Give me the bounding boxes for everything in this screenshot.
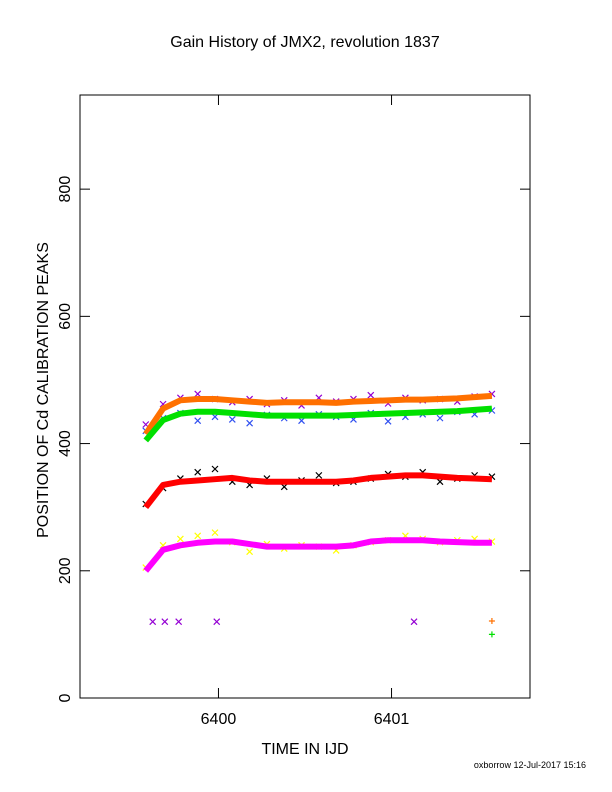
series-line: [143, 472, 493, 510]
point: [280, 483, 288, 491]
point: [367, 391, 375, 399]
y-tick-label: 200: [57, 557, 74, 584]
point: [175, 618, 183, 626]
point: [211, 529, 219, 537]
point: [315, 471, 323, 479]
x-axis-label: TIME IN IJD: [261, 741, 348, 758]
point: [194, 468, 202, 476]
point: [213, 618, 221, 626]
series-line: [143, 392, 493, 436]
point: [488, 631, 495, 638]
point: [228, 415, 236, 423]
point: [161, 618, 169, 626]
y-tick-label: 400: [57, 430, 74, 457]
point: [436, 414, 444, 422]
y-tick-label: 0: [57, 693, 74, 702]
point: [298, 417, 305, 425]
plot-frame: [79, 94, 531, 699]
point: [211, 465, 219, 473]
point: [194, 532, 202, 540]
point: [149, 618, 157, 626]
series-line: [143, 405, 493, 443]
point: [384, 417, 392, 425]
series-line: [143, 537, 492, 573]
y-tick-label: 600: [57, 303, 74, 330]
point: [176, 535, 184, 543]
chart-title: Gain History of JMX2, revolution 1837: [170, 34, 440, 51]
x-tick-label: 6400: [201, 711, 237, 728]
point: [488, 618, 495, 625]
point: [246, 548, 254, 556]
point: [194, 390, 202, 398]
point: [410, 618, 418, 626]
y-tick-label: 800: [57, 176, 74, 203]
point: [246, 419, 254, 427]
x-tick-label: 6401: [374, 711, 410, 728]
y-axis-label: POSITION OF Cd CALIBRATION PEAKS: [35, 242, 52, 538]
point: [194, 417, 202, 425]
footer: oxborrow 12-Jul-2017 15:16: [474, 760, 586, 770]
